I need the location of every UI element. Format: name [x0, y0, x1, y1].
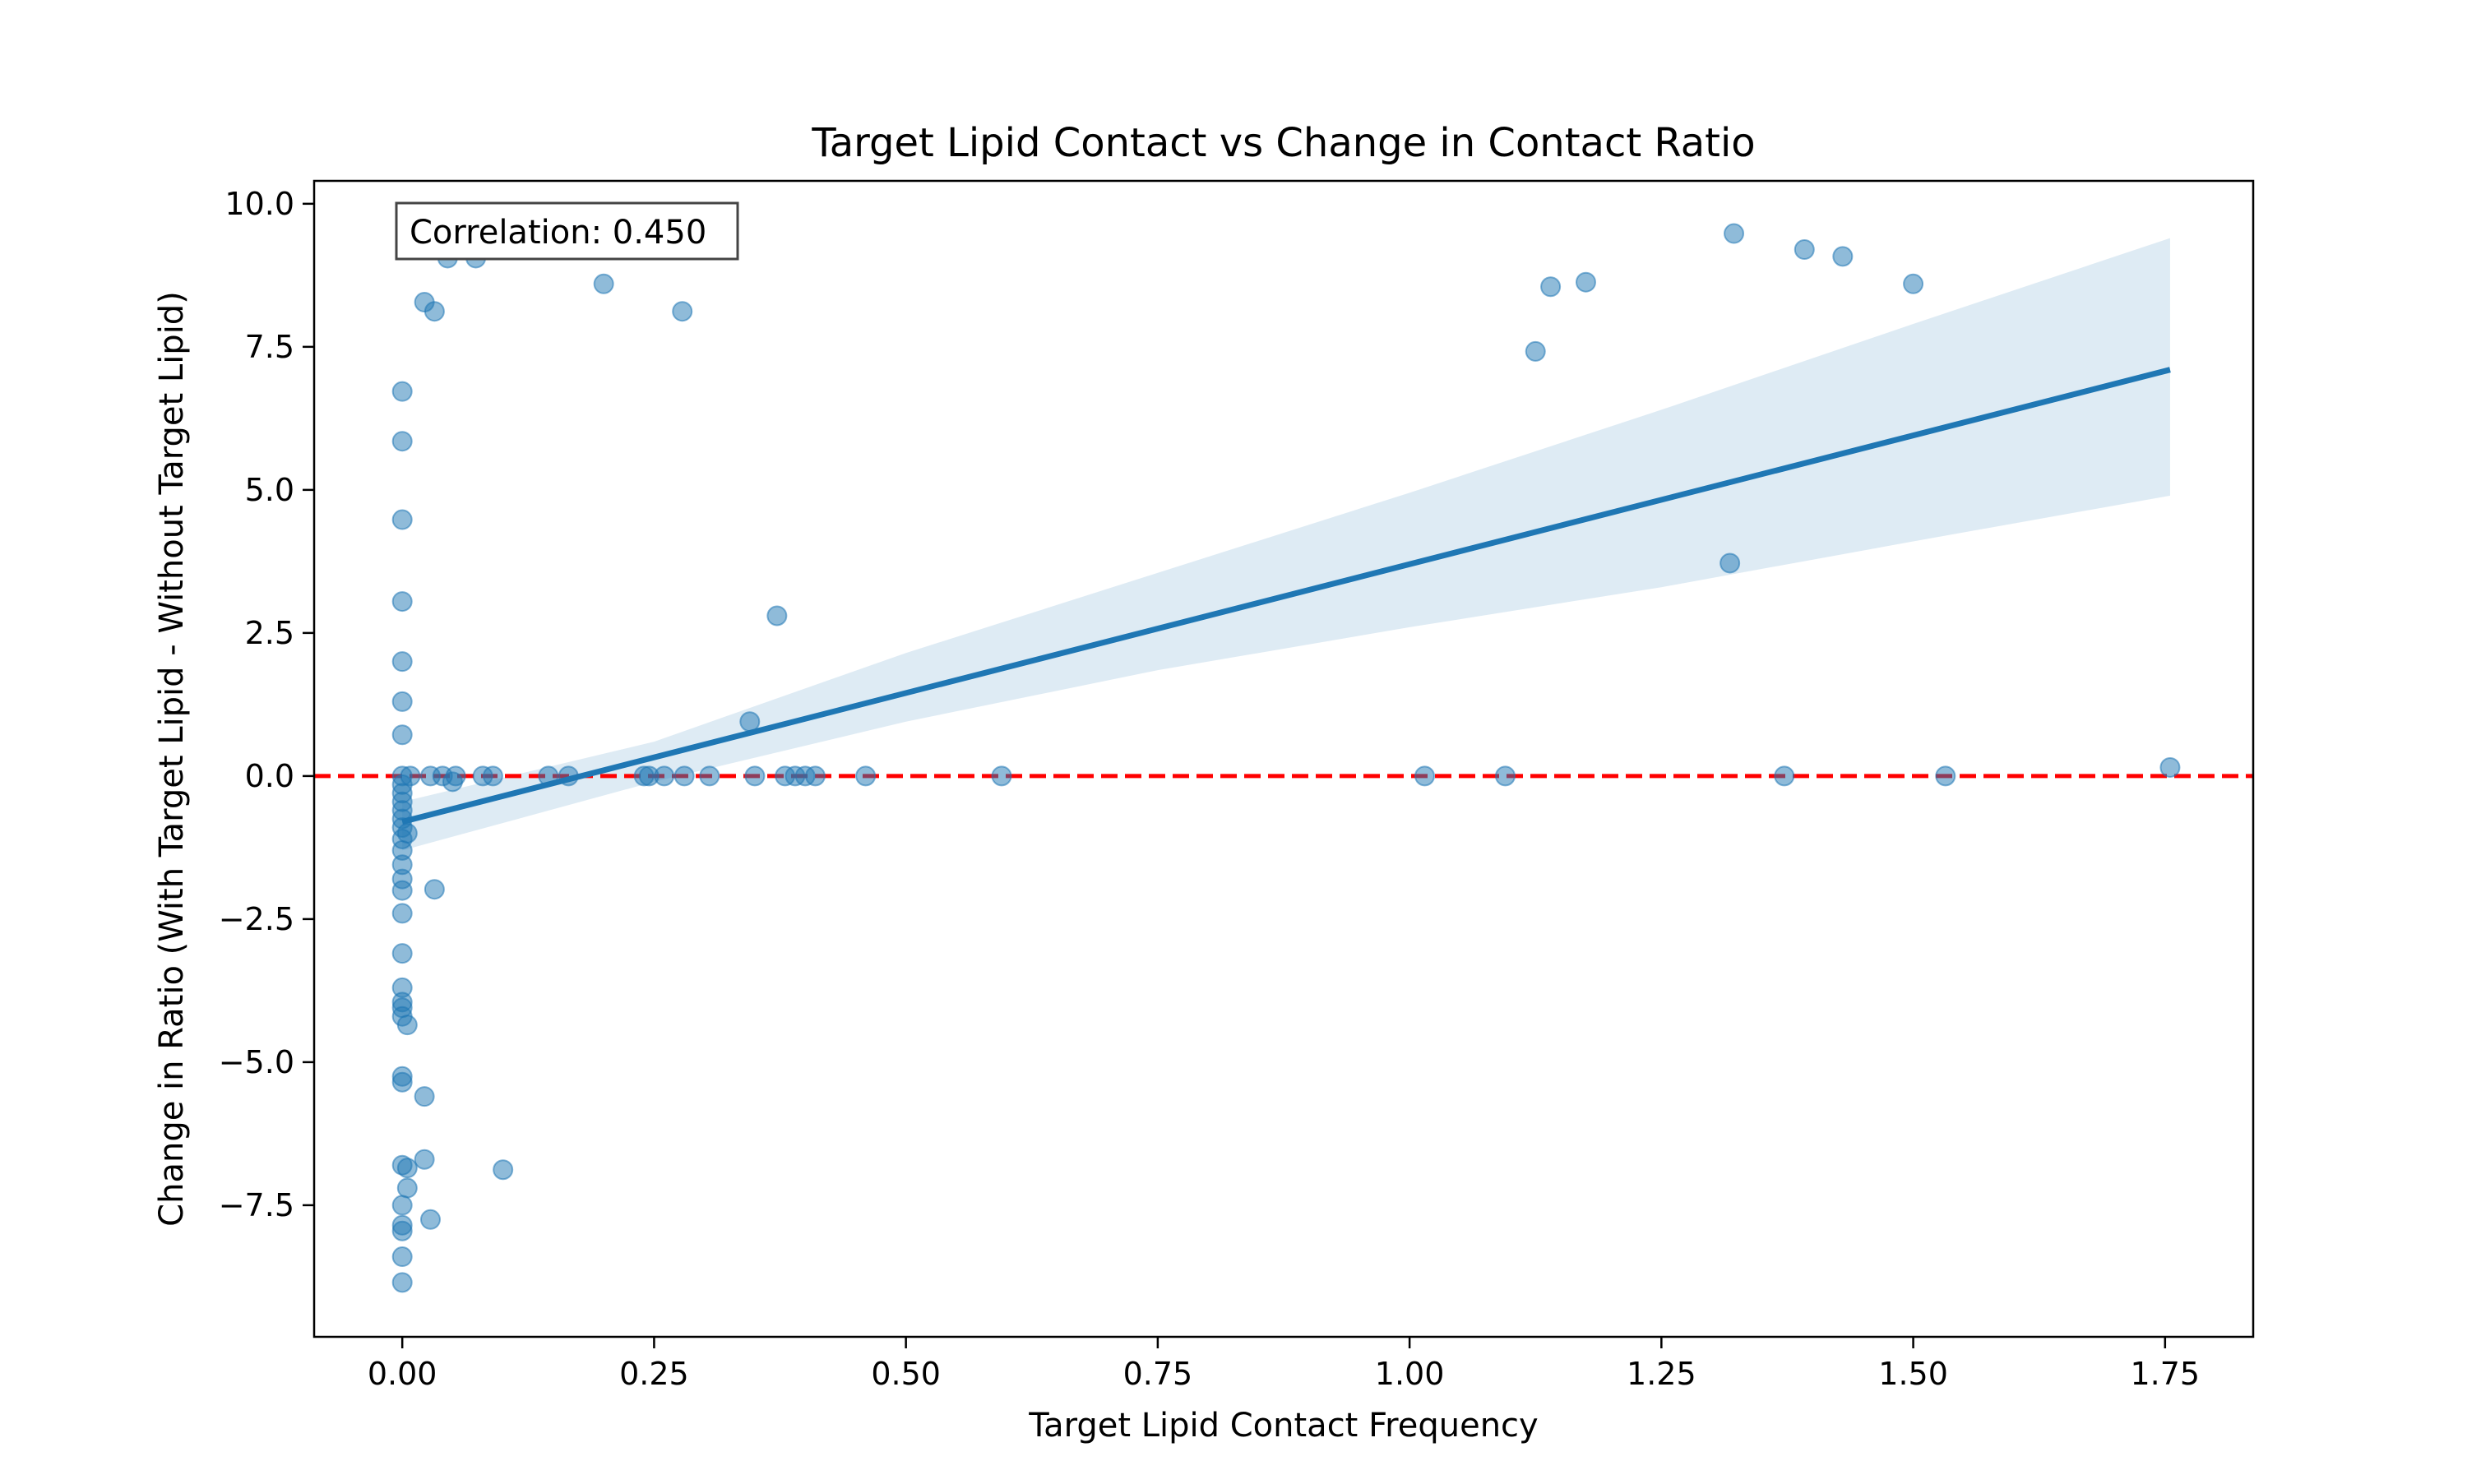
- data-point: [424, 879, 445, 900]
- data-point: [1525, 340, 1546, 362]
- data-point: [391, 724, 413, 746]
- y-tick-label: 10.0: [224, 186, 294, 222]
- x-tick-label: 0.50: [871, 1356, 941, 1392]
- data-point: [804, 765, 826, 787]
- data-point: [672, 301, 693, 322]
- data-point: [1794, 239, 1815, 261]
- data-point: [855, 765, 877, 787]
- correlation-annotation: Correlation: 0.450: [395, 201, 739, 261]
- data-point: [391, 431, 413, 452]
- data-point: [493, 1159, 514, 1181]
- data-points-layer: [391, 223, 2181, 1293]
- x-tick-label: 1.75: [2131, 1356, 2201, 1392]
- y-tick-label: 7.5: [245, 329, 294, 365]
- data-point: [396, 1158, 418, 1179]
- data-point: [1724, 223, 1745, 244]
- data-point: [2159, 756, 2181, 778]
- x-tick-label: 1.50: [1878, 1356, 1948, 1392]
- correlation-annotation-text: Correlation: 0.450: [410, 214, 706, 252]
- y-axis-ticks: −7.5 −5.0 −2.5 0.0 2.5 5.0 7.5 10.0: [219, 186, 314, 1223]
- y-tick-label: 0.0: [245, 758, 294, 794]
- y-tick-label: −5.0: [219, 1044, 294, 1080]
- data-point: [391, 381, 413, 402]
- data-point: [424, 301, 445, 322]
- regression-line-layer: [401, 367, 2171, 825]
- y-tick-label: −7.5: [219, 1187, 294, 1223]
- data-point: [1575, 271, 1596, 293]
- chart-title: Target Lipid Contact vs Change in Contac…: [811, 120, 1755, 166]
- data-point: [654, 765, 675, 787]
- data-point: [991, 765, 1012, 787]
- data-point: [1414, 765, 1435, 787]
- data-point: [1494, 765, 1516, 787]
- x-tick-label: 0.00: [368, 1356, 437, 1392]
- x-tick-label: 0.25: [619, 1356, 689, 1392]
- data-point: [482, 765, 503, 787]
- data-point: [391, 1272, 413, 1293]
- data-point: [396, 822, 418, 844]
- data-point: [445, 765, 466, 787]
- confidence-band-layer: [402, 238, 2170, 851]
- y-axis-label: Change in Ratio (With Target Lipid - Wit…: [153, 291, 191, 1227]
- confidence-band: [402, 238, 2170, 851]
- data-point: [1774, 765, 1795, 787]
- plot-frame: [312, 179, 2255, 1338]
- x-axis-label: Target Lipid Contact Frequency: [1028, 1407, 1538, 1445]
- data-point: [391, 591, 413, 613]
- data-point: [1903, 273, 1924, 294]
- x-tick-label: 1.00: [1375, 1356, 1445, 1392]
- data-point: [419, 1209, 441, 1230]
- data-point: [391, 1220, 413, 1241]
- data-point: [391, 903, 413, 924]
- y-tick-label: −2.5: [219, 901, 294, 937]
- data-point: [391, 509, 413, 530]
- data-point: [593, 273, 614, 294]
- data-point: [391, 943, 413, 964]
- x-axis-ticks: 0.00 0.25 0.50 0.75 1.00 1.25 1.50 1.75: [368, 1337, 2200, 1392]
- data-point: [391, 1071, 413, 1093]
- regression-line: [401, 367, 2171, 825]
- y-tick-label: 5.0: [245, 472, 294, 508]
- data-point: [1935, 765, 1956, 787]
- data-point: [1540, 276, 1562, 298]
- data-point: [1832, 246, 1854, 267]
- data-point: [396, 1177, 418, 1199]
- y-tick-label: 2.5: [245, 615, 294, 651]
- data-point: [391, 1246, 413, 1268]
- data-point: [414, 1086, 435, 1107]
- data-point: [391, 691, 413, 712]
- data-point: [673, 765, 695, 787]
- data-point: [400, 765, 421, 787]
- data-point: [396, 1015, 418, 1036]
- data-point: [699, 765, 720, 787]
- data-point: [414, 1149, 435, 1170]
- data-point: [744, 765, 766, 787]
- data-point: [391, 1195, 413, 1216]
- x-tick-label: 0.75: [1123, 1356, 1193, 1392]
- data-point: [391, 880, 413, 901]
- x-tick-label: 1.25: [1627, 1356, 1696, 1392]
- data-point: [1719, 552, 1741, 574]
- correlation-annotation-box: [395, 201, 739, 261]
- data-point: [391, 651, 413, 673]
- data-point: [766, 605, 788, 626]
